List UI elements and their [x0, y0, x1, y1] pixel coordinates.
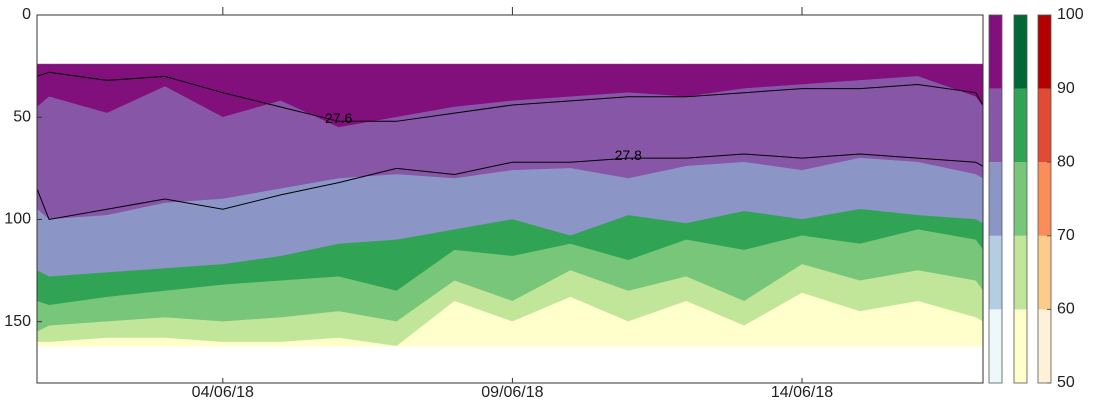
- colorbar-level: [1038, 162, 1051, 236]
- colorbar-tick-label: 100: [1057, 6, 1084, 23]
- x-tick-label: 14/06/18: [771, 384, 833, 401]
- y-tick-label: 150: [4, 313, 31, 330]
- colorbar-level: [1038, 309, 1051, 383]
- colorbar-frame: [1037, 14, 1052, 384]
- colorbar-level: [1038, 88, 1051, 163]
- colorbar-tick-label: 50: [1057, 374, 1075, 391]
- contour-label: 27.6: [325, 110, 352, 126]
- contour-label: 27.8: [615, 147, 642, 163]
- colorbar-frame: [1013, 14, 1028, 384]
- colorbar-level: [1014, 162, 1027, 236]
- x-tick-label: 09/06/18: [481, 384, 543, 401]
- colorbar-level: [989, 309, 1002, 383]
- colorbar-level: [1038, 235, 1051, 310]
- y-tick-label: 0: [22, 6, 31, 23]
- contour-line: [36, 71, 984, 122]
- colorbar-tick-label: 70: [1057, 227, 1075, 244]
- plot-frame: [36, 14, 984, 384]
- contour-line: [36, 153, 984, 221]
- colorbar-level: [989, 162, 1002, 236]
- colorbar-level: [1038, 15, 1051, 89]
- y-tick-label: 50: [13, 108, 31, 125]
- colorbar-level: [1014, 88, 1027, 163]
- colorbar-level: [1014, 15, 1027, 89]
- colorbar-level: [1014, 235, 1027, 310]
- colorbar-level: [1014, 309, 1027, 383]
- colorbar-tick-label: 60: [1057, 301, 1075, 318]
- colorbar-tick-label: 80: [1057, 153, 1075, 170]
- colorbar-tick-label: 90: [1057, 80, 1075, 97]
- y-tick-label: 100: [4, 211, 31, 228]
- colorbar-level: [989, 235, 1002, 310]
- colorbar-frame: [988, 14, 1003, 384]
- colorbar-level: [989, 88, 1002, 163]
- x-tick-label: 04/06/18: [192, 384, 254, 401]
- colorbar-level: [989, 15, 1002, 89]
